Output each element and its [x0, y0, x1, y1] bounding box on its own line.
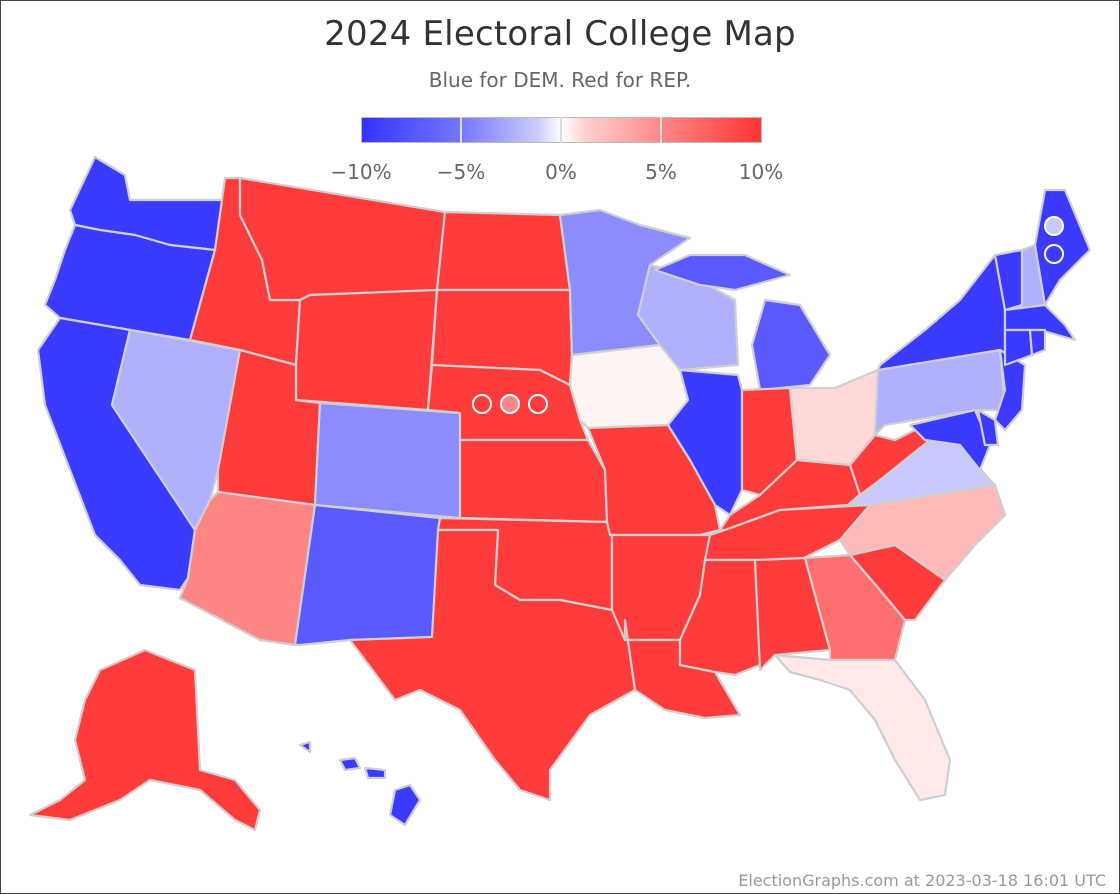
scale-tick-line [560, 117, 562, 143]
state-MI-UP[interactable] [653, 253, 792, 292]
state-CO[interactable] [313, 401, 462, 520]
state-HI-bigisland[interactable] [388, 783, 422, 827]
state-RI[interactable] [1028, 328, 1047, 357]
ne-district-2-marker[interactable] [500, 394, 520, 414]
state-AL[interactable] [753, 556, 832, 672]
state-CT[interactable] [1003, 328, 1034, 367]
source-credit: ElectionGraphs.com at 2023-03-18 16:01 U… [738, 871, 1106, 890]
state-MD[interactable] [908, 408, 992, 472]
state-NY[interactable] [876, 253, 1007, 372]
me-district-1-marker[interactable] [1044, 216, 1064, 236]
scale-tick-line [460, 117, 462, 143]
state-KS[interactable] [458, 438, 609, 524]
state-NM[interactable] [293, 503, 442, 647]
scale-label-zero: 0% [545, 160, 577, 184]
page-subtitle: Blue for DEM. Red for REP. [428, 68, 692, 92]
state-HI-islands[interactable] [298, 740, 387, 780]
state-AK[interactable] [28, 648, 262, 832]
scale-tick-line [660, 117, 662, 143]
state-ME[interactable] [1033, 188, 1092, 307]
scale-label-plus10: 10% [738, 160, 784, 184]
scale-label-minus5: −5% [436, 160, 486, 184]
state-MT[interactable] [238, 176, 447, 302]
state-MI[interactable] [750, 298, 832, 392]
scale-label-plus5: 5% [645, 160, 677, 184]
state-WY[interactable] [294, 288, 439, 412]
state-ND[interactable] [435, 210, 572, 292]
me-district-2-marker[interactable] [1044, 244, 1064, 264]
ne-district-1-marker[interactable] [472, 394, 492, 414]
state-TX[interactable] [348, 528, 637, 802]
ne-district-3-marker[interactable] [528, 394, 548, 414]
state-DE[interactable] [976, 408, 1000, 447]
state-IL[interactable] [666, 368, 744, 517]
scale-label-minus10: −10% [330, 160, 392, 184]
page-title: 2024 Electoral College Map [324, 14, 796, 54]
state-NJ[interactable] [993, 348, 1027, 432]
state-FL[interactable] [773, 653, 952, 802]
